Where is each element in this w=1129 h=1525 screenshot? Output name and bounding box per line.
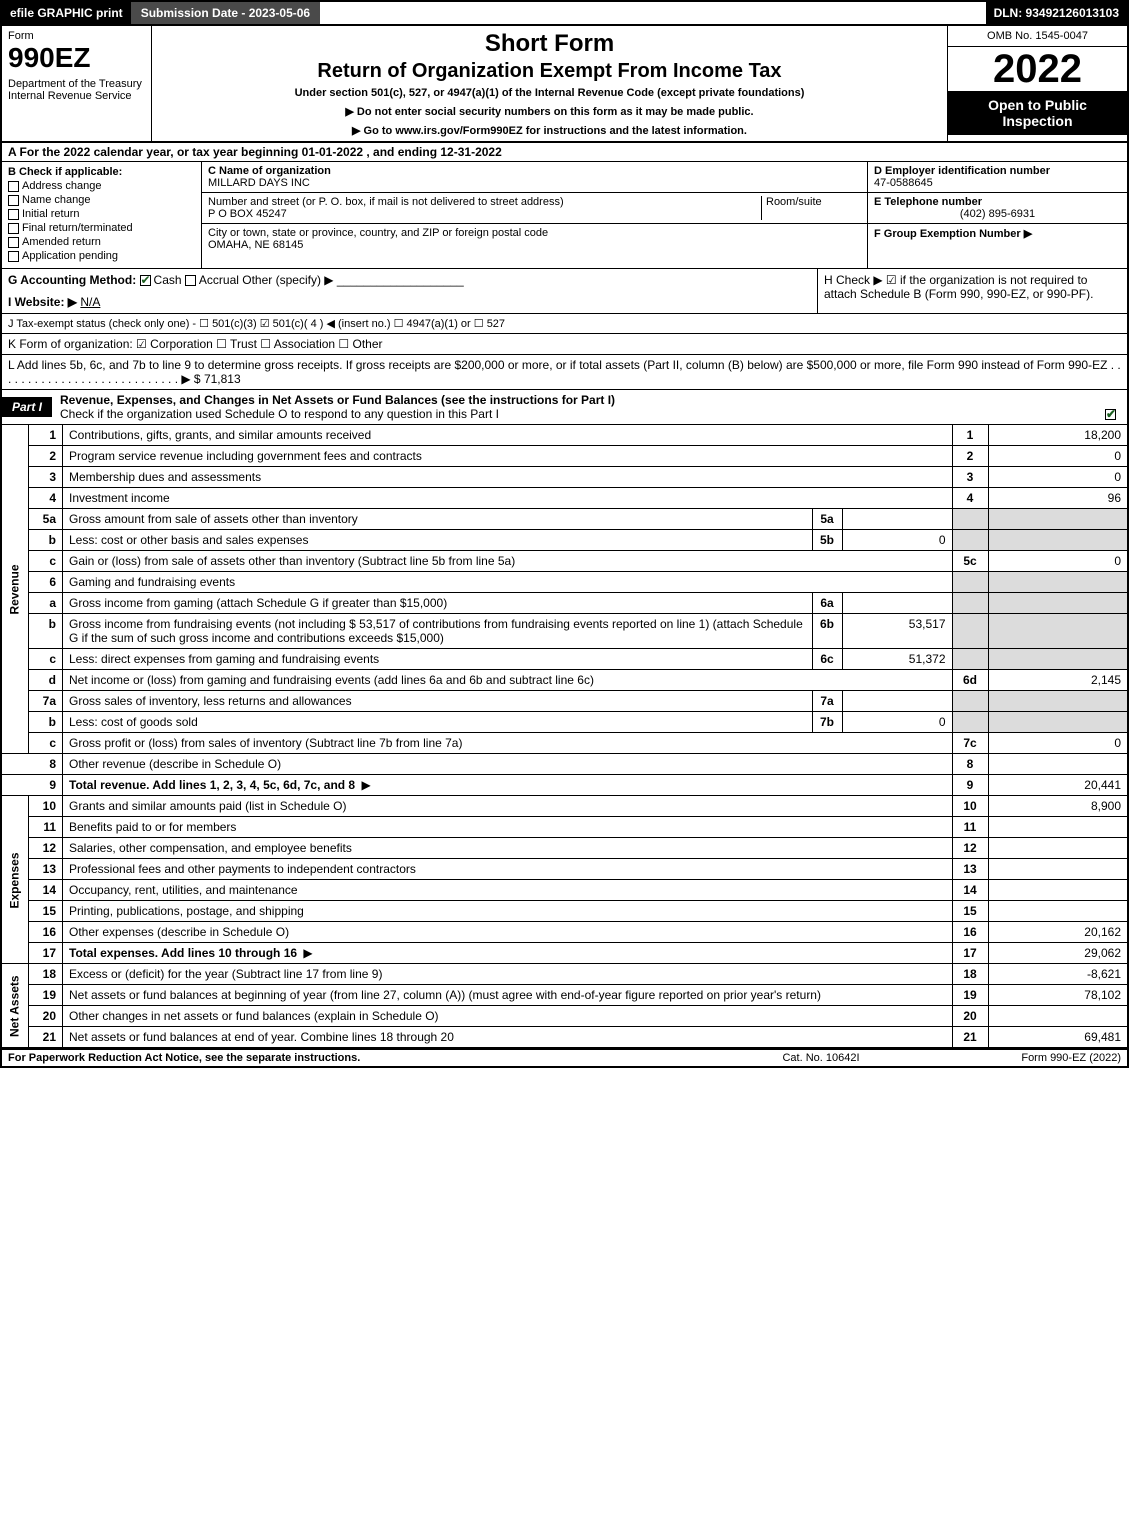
block-g-h: G Accounting Method: Cash Accrual Other … xyxy=(0,269,1129,314)
ssn-note: ▶ Do not enter social security numbers o… xyxy=(162,105,937,118)
title-return: Return of Organization Exempt From Incom… xyxy=(162,60,937,83)
expenses-label: Expenses xyxy=(1,796,29,964)
org-city: OMAHA, NE 68145 xyxy=(208,239,303,251)
b-label: B Check if applicable: xyxy=(8,166,195,178)
paperwork-notice: For Paperwork Reduction Act Notice, see … xyxy=(8,1052,721,1064)
part1-title: Revenue, Expenses, and Changes in Net As… xyxy=(60,393,615,407)
cb-initial-return[interactable]: Initial return xyxy=(8,208,195,220)
part1-check: Check if the organization used Schedule … xyxy=(60,407,499,421)
cb-amended-return[interactable]: Amended return xyxy=(8,236,195,248)
title-short-form: Short Form xyxy=(162,30,937,58)
net-assets-table: Net Assets 18Excess or (deficit) for the… xyxy=(0,964,1129,1049)
c-name-label: C Name of organization xyxy=(208,165,331,177)
cb-address-change[interactable]: Address change xyxy=(8,180,195,192)
expenses-table: Expenses 10Grants and similar amounts pa… xyxy=(0,796,1129,964)
open-inspection: Open to Public Inspection xyxy=(948,91,1127,135)
dept-label: Department of the Treasury Internal Reve… xyxy=(8,78,145,102)
room-label: Room/suite xyxy=(766,196,822,208)
cb-final-return[interactable]: Final return/terminated xyxy=(8,222,195,234)
section-note: Under section 501(c), 527, or 4947(a)(1)… xyxy=(162,87,937,99)
submission-date: Submission Date - 2023-05-06 xyxy=(131,2,320,24)
cb-accrual[interactable] xyxy=(185,275,196,286)
top-bar: efile GRAPHIC print Submission Date - 20… xyxy=(0,0,1129,26)
page-footer: For Paperwork Reduction Act Notice, see … xyxy=(0,1049,1129,1068)
omb-number: OMB No. 1545-0047 xyxy=(948,26,1127,47)
org-address: P O BOX 45247 xyxy=(208,208,287,220)
c-city-label: City or town, state or province, country… xyxy=(208,227,548,239)
g-label: G Accounting Method: xyxy=(8,273,136,287)
net-assets-label: Net Assets xyxy=(1,964,29,1048)
efile-label[interactable]: efile GRAPHIC print xyxy=(2,2,131,24)
f-label: F Group Exemption Number ▶ xyxy=(874,228,1032,240)
part1-tag: Part I xyxy=(2,397,52,417)
revenue-label: Revenue xyxy=(1,425,29,754)
h-text: H Check ▶ ☑ if the organization is not r… xyxy=(824,273,1121,301)
url-note[interactable]: ▶ Go to www.irs.gov/Form990EZ for instru… xyxy=(162,124,937,137)
l-text: L Add lines 5b, 6c, and 7b to line 9 to … xyxy=(8,358,1121,386)
tax-year: 2022 xyxy=(948,47,1127,91)
form-number: 990EZ xyxy=(8,42,145,74)
form-label: Form xyxy=(8,30,145,42)
org-name: MILLARD DAYS INC xyxy=(208,177,310,189)
cb-cash[interactable] xyxy=(140,275,151,286)
line-a-calendar: A For the 2022 calendar year, or tax yea… xyxy=(0,143,1129,162)
revenue-table: Revenue 1Contributions, gifts, grants, a… xyxy=(0,425,1129,796)
form-ref: Form 990-EZ (2022) xyxy=(921,1052,1121,1064)
c-addr-label: Number and street (or P. O. box, if mail… xyxy=(208,196,564,208)
part1-header: Part I Revenue, Expenses, and Changes in… xyxy=(0,390,1129,425)
cat-no: Cat. No. 10642I xyxy=(721,1052,921,1064)
phone: (402) 895-6931 xyxy=(874,208,1121,220)
ein: 47-0588645 xyxy=(874,177,933,189)
cb-schedule-o[interactable] xyxy=(1105,409,1116,420)
e-label: E Telephone number xyxy=(874,196,982,208)
dln: DLN: 93492126013103 xyxy=(986,2,1127,24)
cb-name-change[interactable]: Name change xyxy=(8,194,195,206)
i-label: I Website: ▶ xyxy=(8,295,77,309)
cb-application-pending[interactable]: Application pending xyxy=(8,250,195,262)
k-text: K Form of organization: ☑ Corporation ☐ … xyxy=(8,337,383,351)
website: N/A xyxy=(80,295,100,309)
j-text: J Tax-exempt status (check only one) - ☐… xyxy=(8,318,505,330)
block-b-to-f: B Check if applicable: Address change Na… xyxy=(0,162,1129,269)
d-label: D Employer identification number xyxy=(874,165,1050,177)
form-header: Form 990EZ Department of the Treasury In… xyxy=(0,26,1129,143)
